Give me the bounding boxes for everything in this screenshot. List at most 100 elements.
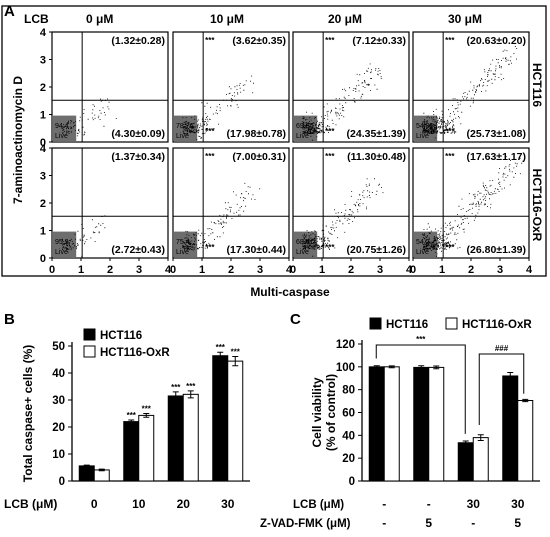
lower-sig-mark: ***	[325, 243, 335, 252]
error-bar	[373, 365, 380, 369]
condition-value: 30	[467, 497, 481, 511]
caspase-bar-chart: 0 10 20 30 40 50 Total caspase+ cells (%) *** **…	[4, 328, 250, 511]
live-percent: 68.8	[296, 239, 310, 246]
bar-hct116-2	[457, 442, 474, 482]
bar-hct116-0	[78, 465, 95, 482]
flow-plot-1-0: (1.37±0.34) (2.72±0.43) 95.9 Live 0 1 2 3 4 0 1 2 3 4	[40, 143, 172, 276]
live-label: Live	[296, 249, 309, 256]
flow-plot-0-3: (20.63±0.20) (25.73±1.08) *** *** 54.05 Live	[412, 31, 530, 143]
error-bar	[187, 390, 194, 399]
upper-right-percent: (20.63±0.20)	[467, 35, 526, 47]
bar-hct116-oxr-3	[517, 400, 534, 482]
x-tick-label: 3	[497, 264, 503, 276]
y-tick-label: 0	[59, 476, 65, 488]
flow-plot-0-2: (7.12±0.33) (24.35±1.39) *** *** 69.65 Live	[292, 31, 410, 143]
condition-label-1: Z-VAD-FMK (μM)	[260, 518, 351, 530]
y-tick-label: 3	[40, 171, 46, 183]
condition-value: 5	[514, 516, 521, 530]
x-tick-label: 1	[319, 264, 325, 276]
legend-label-1: HCT116-OxR	[100, 347, 170, 359]
y-tick-label: 30	[52, 395, 65, 407]
bar-hct116-oxr-2	[472, 437, 489, 482]
live-percent: 95.9	[55, 239, 69, 246]
lower-right-percent: (17.30±0.44)	[227, 244, 286, 256]
upper-right-percent: (7.12±0.33)	[352, 35, 406, 47]
live-label: Live	[176, 133, 189, 140]
scatter-points	[422, 46, 518, 139]
upper-sig-mark: ***	[205, 152, 215, 161]
bracket-line	[375, 344, 466, 434]
x-tick-label: 2	[468, 264, 474, 276]
live-gate-region	[53, 115, 77, 141]
lower-right-percent: (25.73±1.08)	[467, 128, 526, 140]
sig-mark: ***	[171, 383, 181, 392]
upper-sig-mark: ***	[445, 152, 455, 161]
bracket-label: ***	[416, 335, 426, 344]
error-bar	[128, 419, 135, 424]
sig-mark: ***	[216, 343, 226, 352]
x-tick-label: 2	[348, 264, 354, 276]
live-label: Live	[176, 249, 189, 256]
y-axis-title: Cell viability	[310, 377, 324, 447]
error-bar	[522, 398, 529, 403]
live-gate-region	[414, 115, 438, 141]
bar-hct116-3	[502, 375, 519, 482]
x-axis-title: LCB (μM)	[4, 497, 57, 511]
bar-hct116-oxr-3	[227, 360, 244, 482]
panel-b-letter: B	[4, 311, 15, 328]
lower-right-percent: (24.35±1.39)	[347, 128, 406, 140]
sig-mark: ***	[142, 405, 152, 414]
y-tick-label: 20	[52, 422, 65, 434]
flow-plot-0-1: (3.62±0.35) (17.98±0.78) *** *** 78.76 Live	[172, 31, 290, 143]
panel-a-letter: A	[4, 3, 15, 20]
condition-value: -	[382, 497, 386, 511]
legend-label-0: HCT116	[100, 330, 142, 342]
panel-a-frame	[1, 5, 547, 277]
row-label-hct116-oxr: HCT116-OxR	[530, 169, 544, 242]
lower-right-percent: (26.80±1.39)	[467, 244, 526, 256]
error-bar	[172, 391, 179, 401]
upper-sig-mark: ***	[325, 152, 335, 161]
upper-right-percent: (17.63±1.17)	[467, 151, 526, 163]
condition-value: 30	[511, 497, 525, 511]
legend-swatch-1	[445, 317, 458, 330]
upper-right-percent: (7.00±0.31)	[232, 151, 286, 163]
upper-sig-mark: ***	[325, 36, 335, 45]
live-percent: 54.2	[416, 239, 430, 246]
y-tick-label: 120	[336, 339, 355, 351]
legend-label-1: HCT116-OxR	[462, 319, 532, 331]
legend-swatch-1	[83, 345, 96, 358]
live-gate-region	[294, 115, 318, 141]
x-tick-label: 0	[410, 264, 416, 276]
x-tick-label: 0	[49, 264, 55, 276]
bar-hct116-oxr-0	[383, 366, 400, 482]
x-tick-label: 3	[257, 264, 263, 276]
x-tick-label: 0	[290, 264, 296, 276]
y-tick-label: 20	[342, 453, 355, 465]
lower-sig-mark: ***	[205, 127, 215, 136]
error-bar	[98, 468, 105, 472]
lower-right-percent: (4.30±0.09)	[111, 128, 165, 140]
error-bar	[83, 464, 90, 468]
live-label: Live	[416, 133, 429, 140]
bar-hct116-3	[212, 355, 229, 482]
y-axis-title-a: 7-aminoactinomycin D	[11, 76, 25, 204]
x-tick-label: 0	[91, 497, 98, 511]
upper-right-percent: (1.37±0.34)	[111, 151, 165, 163]
y-tick-label: 0	[349, 476, 355, 488]
sig-mark: ***	[186, 382, 196, 391]
error-bar	[418, 365, 425, 370]
viability-bar-chart: 0 20 40 60 80 100 120 Cell viability (% of contr…	[260, 317, 540, 530]
condition-value: -	[382, 516, 386, 530]
x-tick-label: 4	[286, 264, 293, 276]
x-tick-label: 1	[439, 264, 445, 276]
y-tick-label: 3	[40, 55, 46, 67]
bar-hct116-oxr-1	[428, 366, 445, 482]
x-tick-label: 1	[78, 264, 84, 276]
conc-label-0: 0 μM	[86, 12, 113, 26]
live-percent: 94.4	[55, 123, 69, 130]
legend-label-0: HCT116	[386, 319, 428, 331]
x-tick-label: 3	[377, 264, 383, 276]
row-label-hct116: HCT116	[530, 63, 544, 107]
y-tick-label: 1	[40, 110, 46, 122]
